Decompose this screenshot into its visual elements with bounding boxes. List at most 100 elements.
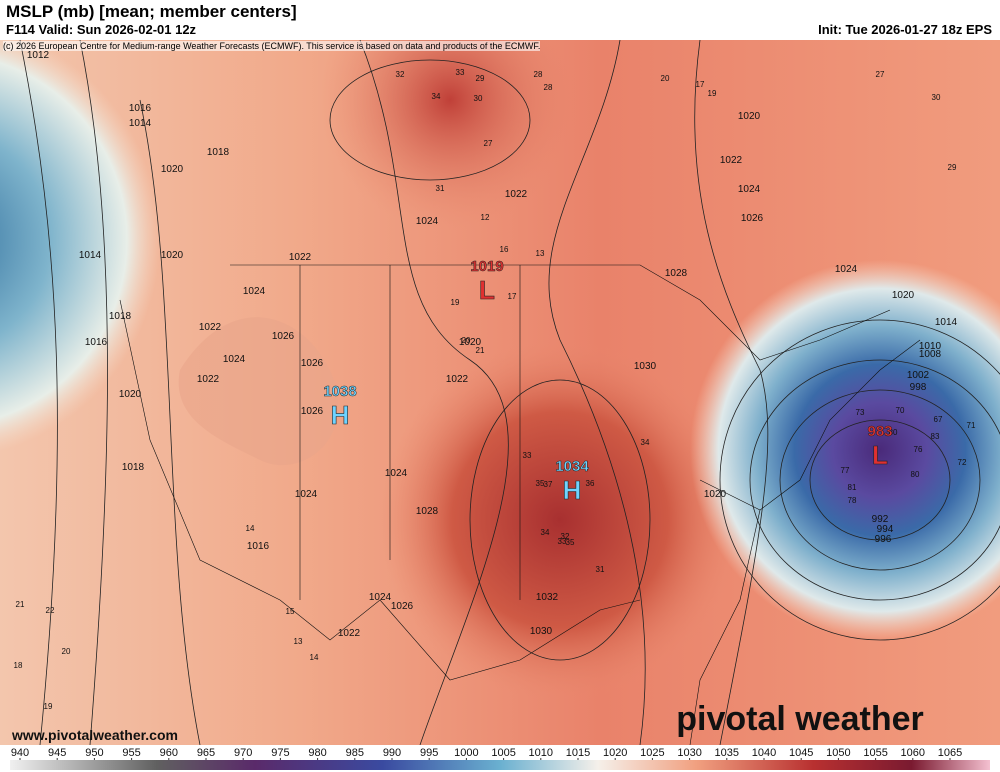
isobar-label: 998 — [910, 382, 927, 393]
member-center-label: 20 — [62, 647, 71, 656]
member-center-label: 17 — [696, 80, 705, 89]
isobar-label: 1028 — [665, 268, 688, 279]
colorbar-tick-label: 1055 — [863, 747, 887, 759]
member-center-label: 31 — [436, 184, 445, 193]
member-center-label: 33 — [558, 537, 567, 546]
colorbar-tick-label: 960 — [160, 747, 178, 759]
isobar-label: 1020 — [892, 290, 915, 301]
isobar-label: 1028 — [416, 506, 439, 517]
isobar-label: 1024 — [295, 489, 318, 500]
member-center-label: 83 — [931, 432, 940, 441]
title: MSLP (mb) [mean; member centers] — [6, 2, 297, 21]
member-center-label: 35 — [566, 538, 575, 547]
isobar-label: 996 — [875, 534, 892, 545]
member-center-label: 14 — [310, 653, 319, 662]
colorbar-tick-label: 970 — [234, 747, 252, 759]
colorbar-tick-label: 1060 — [901, 747, 925, 759]
colorbar-tick-label: 1065 — [938, 747, 962, 759]
borders — [119, 264, 921, 745]
member-center-label: 27 — [876, 70, 885, 79]
member-center-label: 67 — [934, 415, 943, 424]
member-center-label: 19 — [708, 89, 717, 98]
colorbar-tick-label: 1010 — [529, 747, 553, 759]
isobar-label: 1022 — [199, 322, 222, 333]
isobar-label: 1026 — [391, 601, 414, 612]
member-center-label: 22 — [46, 606, 55, 615]
member-center-label: 21 — [476, 346, 485, 355]
isobars — [19, 40, 1000, 745]
isobar-label: 1022 — [338, 628, 361, 639]
center-symbol: L — [872, 440, 888, 470]
member-center-label: 18 — [14, 661, 23, 670]
map: pivotal weather www.pivotalweather.com 1… — [0, 40, 1000, 745]
member-center-label: 71 — [967, 421, 976, 430]
isobar-label: 1018 — [122, 462, 145, 473]
isobar-label: 1022 — [289, 252, 312, 263]
member-center-label: 32 — [396, 70, 405, 79]
member-center-label: 80 — [911, 470, 920, 479]
isobar-label: 1020 — [119, 389, 142, 400]
isobar-label: 1020 — [704, 489, 727, 500]
isobar-label: 1024 — [385, 468, 408, 479]
copyright: (c) 2026 European Centre for Medium-rang… — [3, 41, 541, 51]
center-symbol: L — [479, 275, 495, 305]
member-center-label: 15 — [286, 607, 295, 616]
colorbar-tick-label: 1040 — [752, 747, 776, 759]
member-center-label: 29 — [476, 74, 485, 83]
colorbar-tick-label: 990 — [383, 747, 401, 759]
isobar-label: 1026 — [301, 406, 324, 417]
center-symbol: H — [563, 475, 582, 505]
isobar-label: 1016 — [247, 541, 270, 552]
member-center-label: 30 — [474, 94, 483, 103]
member-center-label: 31 — [596, 565, 605, 574]
member-center-label: 16 — [500, 245, 509, 254]
colorbar-tick-label: 1045 — [789, 747, 813, 759]
colorbar-tick-label: 1000 — [454, 747, 478, 759]
member-center-label: 33 — [523, 451, 532, 460]
colorbar-tick-label: 950 — [85, 747, 103, 759]
member-center-label: 37 — [544, 480, 553, 489]
colorbar-tick-label: 1030 — [677, 747, 701, 759]
isobar-label: 1024 — [416, 216, 439, 227]
isobar-label: 1024 — [738, 184, 761, 195]
member-center-label: 27 — [484, 139, 493, 148]
colorbar-tick-label: 965 — [197, 747, 215, 759]
member-center-label: 30 — [932, 93, 941, 102]
member-center-label: 34 — [641, 438, 650, 447]
valid-time: F114 Valid: Sun 2026-02-01 12z — [6, 22, 197, 37]
member-center-label: 81 — [848, 483, 857, 492]
isobar-label: 1012 — [27, 50, 50, 61]
member-center-label: 20 — [462, 336, 471, 345]
isobar-label: 992 — [872, 514, 889, 525]
isobar-label: 1008 — [919, 349, 942, 360]
isobar-label: 1002 — [907, 370, 930, 381]
member-center-label: 34 — [432, 92, 441, 101]
url: www.pivotalweather.com — [11, 727, 178, 743]
member-center-label: 33 — [456, 68, 465, 77]
member-center-label: 19 — [44, 702, 53, 711]
isobar-label: 1018 — [207, 147, 230, 158]
colorbar-tick-label: 1020 — [603, 747, 627, 759]
colorbar-strip — [10, 760, 990, 770]
member-center-label: 28 — [534, 70, 543, 79]
isobar-label: 1020 — [738, 111, 761, 122]
isobar-label: 1022 — [505, 189, 528, 200]
isobar-label: 1030 — [530, 626, 553, 637]
isobar-label: 1022 — [197, 374, 220, 385]
isobar-label: 1026 — [741, 213, 764, 224]
colorbar-tick-label: 980 — [308, 747, 326, 759]
colorbar-tick-label: 1005 — [491, 747, 515, 759]
member-center-label: 78 — [848, 496, 857, 505]
member-center-label: 29 — [948, 163, 957, 172]
member-center-label: 77 — [841, 466, 850, 475]
isobar-label: 1032 — [536, 592, 559, 603]
member-center-label: 20 — [661, 74, 670, 83]
colorbar: 940 945 950 955 960 965 970 975 980 985 990 995 1000… — [10, 747, 990, 770]
member-center-label: 80 — [889, 428, 898, 437]
colorbar-tick-label: 1050 — [826, 747, 850, 759]
logo: pivotal weather — [676, 700, 924, 738]
colorbar-tick-label: 1015 — [566, 747, 590, 759]
isobar-label: 1024 — [243, 286, 266, 297]
member-center-label: 21 — [16, 600, 25, 609]
member-center-label: 36 — [586, 479, 595, 488]
